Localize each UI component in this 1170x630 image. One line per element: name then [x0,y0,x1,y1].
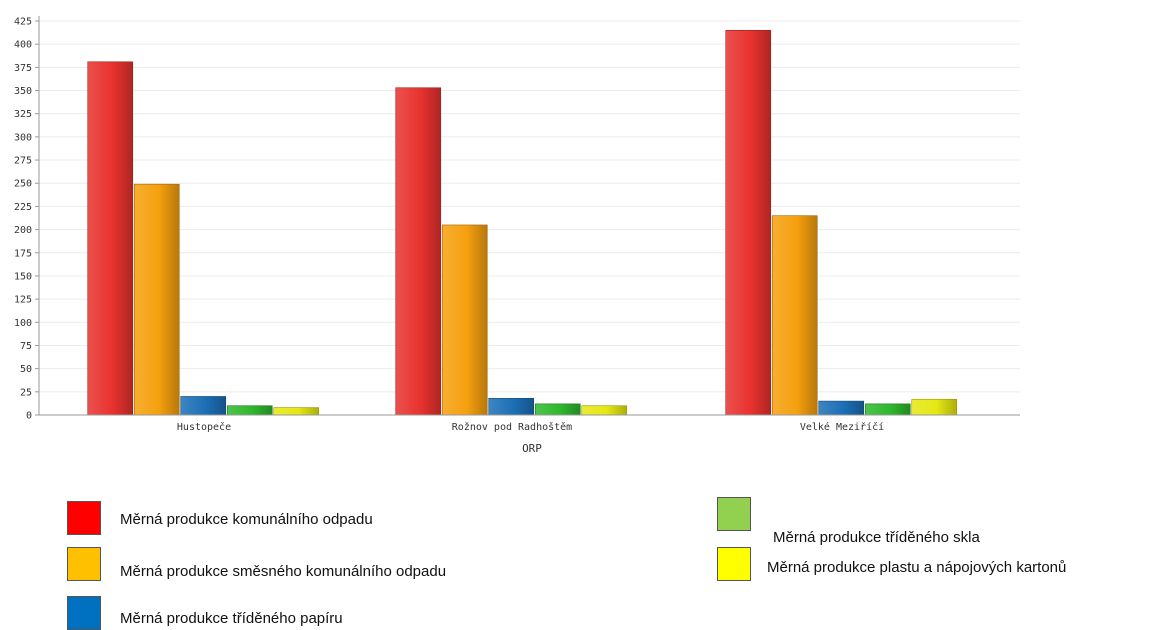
y-tick-label: 350 [14,86,32,97]
legend-swatch-blue [67,596,101,630]
bar [818,400,865,416]
bar [581,405,628,416]
y-tick-label: 0 [26,411,32,422]
y-tick-label: 400 [14,40,32,51]
y-tick-label: 125 [14,295,32,306]
legend-item-municipal-waste: Měrná produkce komunálního odpadu [67,501,373,535]
y-tick-label: 225 [14,202,32,213]
bar [911,398,958,416]
bar [180,396,227,416]
bar [133,183,180,416]
x-tick-label: Rožnov pod Radhoštěm [452,421,572,433]
y-tick-label: 200 [14,225,32,236]
legend-item-plastic: Měrná produkce plastu a nápojových karto… [717,547,1066,581]
bars [87,29,958,416]
y-tick-label: 50 [20,364,32,375]
y-tick-label: 275 [14,156,32,167]
bar [226,405,273,416]
y-axis-ticks: 0 25 50 75 100 125 150 175 200 225 250 275 300 325 350… [14,17,39,422]
x-tick-label: Hustopeče [177,421,231,433]
gridlines [39,20,1020,393]
legend-label: Měrná produkce plastu a nápojových karto… [767,559,1067,576]
legend-swatch-red [67,501,101,535]
y-tick-label: 100 [14,318,32,329]
y-tick-label: 300 [14,132,32,143]
x-axis-categories: Hustopeče Rožnov pod Radhoštěm Velké Meziř… [177,421,884,433]
y-tick-label: 250 [14,179,32,190]
legend-label: Měrná produkce směsného komunálního odpa… [120,563,447,580]
bar [534,403,581,416]
x-axis-title: ORP [522,442,542,455]
y-tick-label: 425 [14,17,32,28]
legend-label: Měrná produkce komunálního odpadu [120,511,373,528]
y-tick-label: 150 [14,271,32,282]
y-tick-label: 25 [20,387,32,398]
x-tick-label: Velké Meziříčí [800,421,884,433]
y-tick-label: 75 [20,341,32,352]
legend-item-mixed-waste: Měrná produkce směsného komunálního odpa… [67,547,446,581]
y-tick-label: 325 [14,109,32,120]
legend-label: Měrná produkce tříděného papíru [120,610,343,627]
bar [864,403,911,416]
y-tick-label: 375 [14,63,32,74]
legend-item-glass: Měrná produkce tříděného skla [717,497,980,546]
legend-item-paper: Měrná produkce tříděného papíru [67,596,343,630]
bar [273,407,320,416]
y-tick-label: 175 [14,248,32,259]
bar-chart: 0 25 50 75 100 125 150 175 200 225 250 275 300 325 350… [14,16,1020,455]
bar [488,398,535,416]
legend-label: Měrná produkce tříděného skla [773,529,980,546]
bar [725,29,772,416]
bar [87,61,134,416]
bar [395,87,442,416]
legend-swatch-orange [67,547,101,581]
legend-swatch-green [717,497,751,531]
bar [441,224,488,416]
bar [771,215,818,416]
legend-swatch-yellow [717,547,751,581]
